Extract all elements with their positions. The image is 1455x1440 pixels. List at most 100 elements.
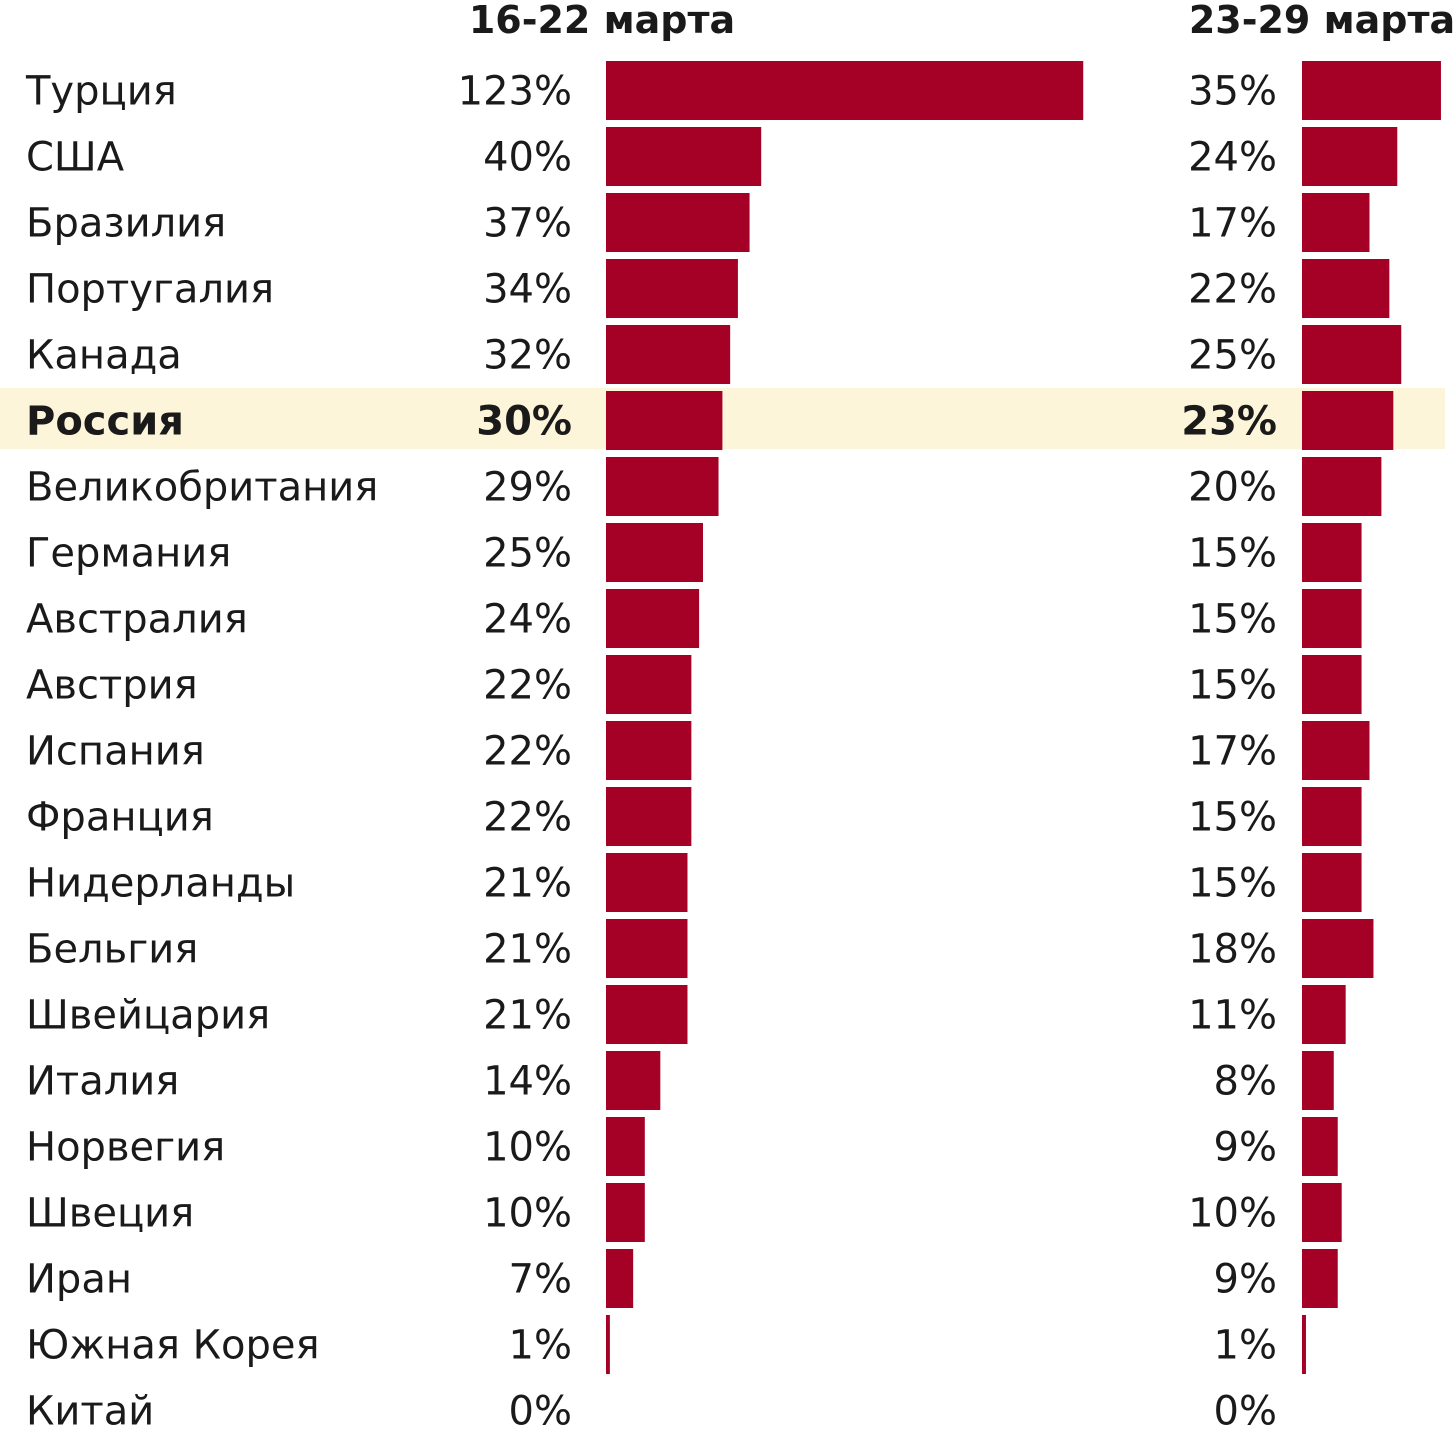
data-label: 10% [483, 1125, 572, 1171]
data-label: 37% [483, 201, 572, 247]
bar [606, 1249, 634, 1308]
category-label: Южная Корея [26, 1323, 320, 1369]
category-label: Швейцария [26, 993, 270, 1039]
data-label: 10% [483, 1191, 572, 1237]
data-label: 9% [1214, 1257, 1277, 1303]
bar [1302, 853, 1362, 912]
series-header: 16-22 марта [469, 0, 735, 42]
data-label: 23% [1181, 399, 1277, 445]
data-label: 22% [1188, 267, 1277, 313]
series-header: 23-29 марта [1189, 0, 1455, 42]
data-label: 21% [483, 927, 572, 973]
bar [606, 325, 731, 384]
category-label: Австрия [26, 663, 198, 709]
category-label: США [26, 135, 125, 181]
data-label: 9% [1214, 1125, 1277, 1171]
bar [606, 259, 738, 318]
bar [606, 589, 700, 648]
data-label: 24% [1188, 135, 1277, 181]
bar [606, 919, 688, 978]
bar [606, 1183, 645, 1242]
category-label: Германия [26, 531, 231, 577]
data-label: 11% [1188, 993, 1277, 1039]
bar [1302, 1183, 1342, 1242]
bar [1302, 919, 1374, 978]
data-label: 15% [1188, 663, 1277, 709]
category-label: Россия [26, 399, 184, 445]
bar [606, 391, 723, 450]
bar [606, 1117, 645, 1176]
category-label: Китай [26, 1389, 154, 1435]
category-label: Бразилия [26, 201, 226, 247]
bar [1302, 259, 1390, 318]
category-label: Турция [25, 69, 177, 115]
bar [606, 127, 762, 186]
data-label: 24% [483, 597, 572, 643]
data-label: 20% [1188, 465, 1277, 511]
data-label: 34% [483, 267, 572, 313]
data-label: 17% [1188, 201, 1277, 247]
category-label: Нидерланды [26, 861, 295, 907]
category-label: Канада [26, 333, 182, 379]
bar [606, 853, 688, 912]
data-label: 25% [1188, 333, 1277, 379]
category-label: Великобритания [26, 465, 378, 511]
bar [1302, 1249, 1338, 1308]
bar [1302, 391, 1394, 450]
data-label: 35% [1188, 69, 1277, 115]
bar [606, 457, 719, 516]
category-label: Португалия [26, 267, 274, 313]
bar [606, 1315, 610, 1374]
data-label: 29% [483, 465, 572, 511]
data-label: 15% [1188, 531, 1277, 577]
bar [1302, 61, 1441, 120]
data-label: 30% [476, 399, 572, 445]
data-label: 0% [509, 1389, 572, 1435]
data-label: 22% [483, 729, 572, 775]
bar [1302, 1117, 1338, 1176]
bar [606, 523, 703, 582]
category-label: Норвегия [26, 1125, 225, 1171]
bar [606, 61, 1084, 120]
data-label: 0% [1214, 1389, 1277, 1435]
data-label: 1% [1214, 1323, 1277, 1369]
data-label: 123% [458, 69, 572, 115]
bar [606, 787, 692, 846]
data-label: 15% [1188, 861, 1277, 907]
bar [1302, 1051, 1334, 1110]
category-label: Бельгия [26, 927, 198, 973]
data-label: 17% [1188, 729, 1277, 775]
bar [1302, 589, 1362, 648]
data-label: 15% [1188, 597, 1277, 643]
bar [606, 721, 692, 780]
category-label: Франция [26, 795, 214, 841]
data-label: 15% [1188, 795, 1277, 841]
bar [606, 655, 692, 714]
category-label: Иран [26, 1257, 132, 1303]
data-label: 22% [483, 663, 572, 709]
bar [1302, 655, 1362, 714]
bar [606, 985, 688, 1044]
category-label: Австралия [26, 597, 248, 643]
bar [1302, 193, 1370, 252]
bar [1302, 457, 1382, 516]
bar [1302, 787, 1362, 846]
bar [1302, 985, 1346, 1044]
bar [606, 193, 750, 252]
bar [1302, 523, 1362, 582]
data-label: 10% [1188, 1191, 1277, 1237]
category-label: Швеция [26, 1191, 194, 1237]
category-label: Италия [26, 1059, 179, 1105]
data-label: 8% [1214, 1059, 1277, 1105]
data-label: 40% [483, 135, 572, 181]
data-label: 22% [483, 795, 572, 841]
category-label: Испания [26, 729, 205, 775]
data-label: 14% [483, 1059, 572, 1105]
data-label: 21% [483, 861, 572, 907]
data-label: 25% [483, 531, 572, 577]
data-label: 7% [509, 1257, 572, 1303]
data-label: 21% [483, 993, 572, 1039]
data-label: 18% [1188, 927, 1277, 973]
bar [606, 1051, 661, 1110]
data-label: 32% [483, 333, 572, 379]
